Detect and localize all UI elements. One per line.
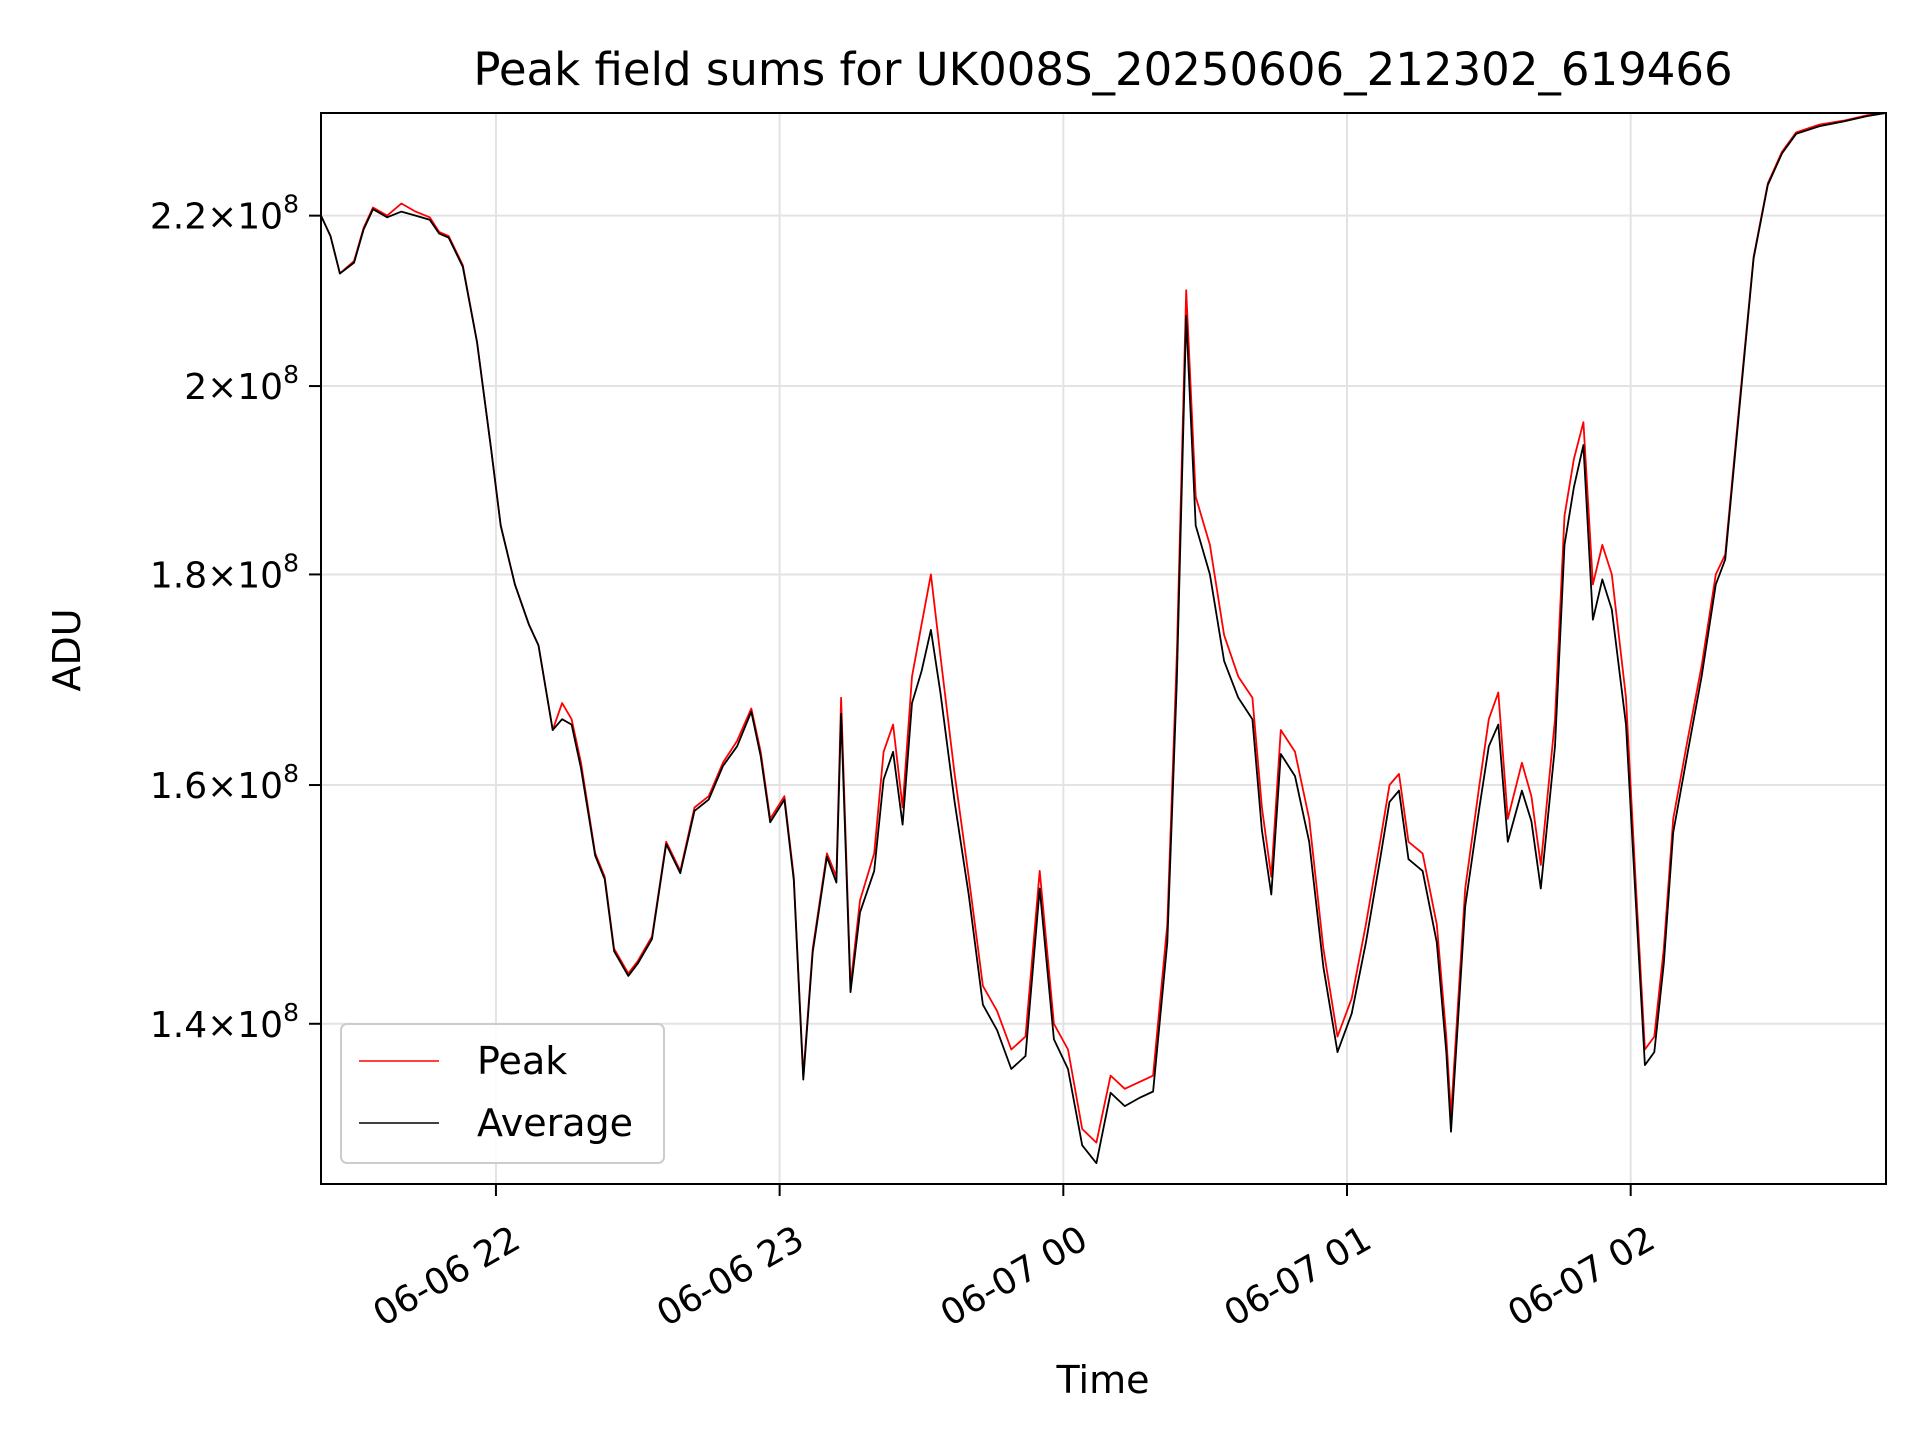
y-tick-base: ×10 xyxy=(207,197,283,238)
y-tick-mantissa: 1.8 xyxy=(150,555,207,596)
y-tick-mantissa: 1.4 xyxy=(150,1005,207,1046)
plot-frame xyxy=(320,112,1887,1185)
y-tick-base: ×10 xyxy=(207,1005,283,1046)
legend: Peak Average xyxy=(340,1023,665,1164)
series-group xyxy=(321,113,1886,1165)
y-tick-mantissa: 1.6 xyxy=(150,766,207,807)
y-tick-exponent: 8 xyxy=(283,548,299,577)
y-tick-label: 1.8×108 xyxy=(150,548,299,596)
legend-box xyxy=(340,1023,665,1164)
y-tick-mantissa: 2.2 xyxy=(150,197,207,238)
y-tick-exponent: 8 xyxy=(283,998,299,1027)
y-tick-mantissa: 2 xyxy=(184,367,207,408)
legend-label-average: Average xyxy=(477,1101,633,1145)
series-line-average xyxy=(321,113,1886,1165)
y-tick-label: 2×108 xyxy=(184,360,299,408)
y-tick-base: ×10 xyxy=(207,766,283,807)
y-axis-label: ADU xyxy=(45,608,89,691)
y-tick-label: 1.6×108 xyxy=(150,759,299,807)
grid-lines xyxy=(321,113,1886,1184)
chart-title: Peak field sums for UK008S_20250606_2123… xyxy=(473,43,1732,96)
y-tick-base: ×10 xyxy=(207,555,283,596)
y-tick-label: 1.4×108 xyxy=(150,998,299,1046)
series-line-peak xyxy=(321,113,1886,1144)
x-axis-label: Time xyxy=(1056,1358,1150,1402)
y-tick-exponent: 8 xyxy=(283,759,299,788)
legend-label-peak: Peak xyxy=(477,1039,567,1083)
y-tick-exponent: 8 xyxy=(283,360,299,389)
y-tick-base: ×10 xyxy=(207,367,283,408)
y-tick-label: 2.2×108 xyxy=(150,190,299,238)
y-tick-exponent: 8 xyxy=(283,190,299,219)
